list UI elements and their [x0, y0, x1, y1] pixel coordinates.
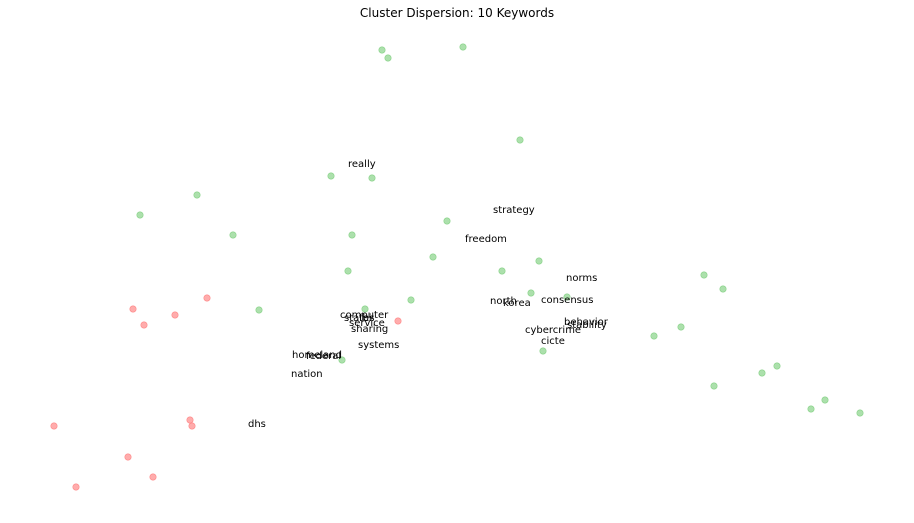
- keyword-label: freedom: [465, 234, 507, 245]
- green-cluster-point: [758, 369, 766, 377]
- keyword-label: states: [344, 313, 375, 324]
- green-cluster-point: [535, 257, 543, 265]
- green-cluster-point: [719, 285, 727, 293]
- red-cluster-point: [72, 483, 80, 491]
- green-cluster-point: [327, 172, 335, 180]
- keyword-label: fbi: [359, 313, 372, 324]
- green-cluster-point: [378, 46, 386, 54]
- keyword-label: cicte: [541, 336, 565, 347]
- keyword-label: korea: [503, 298, 531, 309]
- keyword-label: consensus: [541, 295, 593, 306]
- green-cluster-point: [229, 231, 237, 239]
- green-cluster-point: [650, 332, 658, 340]
- green-cluster-point: [348, 231, 356, 239]
- red-cluster-point: [50, 422, 58, 430]
- red-cluster-point: [394, 317, 402, 325]
- keyword-label: computer: [340, 310, 389, 321]
- green-cluster-point: [527, 289, 535, 297]
- keyword-label: stability: [567, 320, 607, 331]
- keyword-label: north: [490, 296, 517, 307]
- keyword-label: norms: [566, 273, 597, 284]
- green-cluster-point: [700, 271, 708, 279]
- red-cluster-point: [124, 453, 132, 461]
- red-cluster-point: [140, 321, 148, 329]
- red-cluster-point: [203, 294, 211, 302]
- green-cluster-point: [807, 405, 815, 413]
- keyword-label: strategy: [493, 205, 535, 216]
- red-cluster-point: [171, 311, 179, 319]
- keyword-label: sharing: [351, 324, 388, 335]
- keyword-label: cybercrime: [525, 325, 581, 336]
- green-cluster-point: [407, 296, 415, 304]
- red-cluster-point: [129, 305, 137, 313]
- green-cluster-point: [338, 356, 346, 364]
- keyword-label: systems: [358, 340, 399, 351]
- green-cluster-point: [821, 396, 829, 404]
- green-cluster-point: [498, 267, 506, 275]
- green-cluster-point: [368, 174, 376, 182]
- green-cluster-point: [516, 136, 524, 144]
- keyword-label: service: [349, 318, 385, 329]
- red-cluster-point: [188, 422, 196, 430]
- keyword-label: homeland: [292, 350, 342, 361]
- green-cluster-point: [344, 267, 352, 275]
- green-cluster-point: [539, 347, 547, 355]
- green-cluster-point: [856, 409, 864, 417]
- keyword-label: behavior: [564, 317, 609, 328]
- chart-title: Cluster Dispersion: 10 Keywords: [360, 6, 554, 20]
- green-cluster-point: [384, 54, 392, 62]
- green-cluster-point: [361, 305, 369, 313]
- keyword-label: really: [348, 159, 376, 170]
- green-cluster-point: [710, 382, 718, 390]
- keyword-label: dhs: [248, 419, 266, 430]
- green-cluster-point: [429, 253, 437, 261]
- green-cluster-point: [443, 217, 451, 225]
- red-cluster-point: [149, 473, 157, 481]
- green-cluster-point: [773, 362, 781, 370]
- green-cluster-point: [459, 43, 467, 51]
- green-cluster-point: [677, 323, 685, 331]
- green-cluster-point: [193, 191, 201, 199]
- keyword-label: federal: [306, 351, 341, 362]
- green-cluster-point: [255, 306, 263, 314]
- keyword-label: nation: [291, 369, 323, 380]
- red-cluster-point: [186, 416, 194, 424]
- green-cluster-point: [136, 211, 144, 219]
- points-layer: [50, 43, 864, 491]
- green-cluster-point: [563, 293, 571, 301]
